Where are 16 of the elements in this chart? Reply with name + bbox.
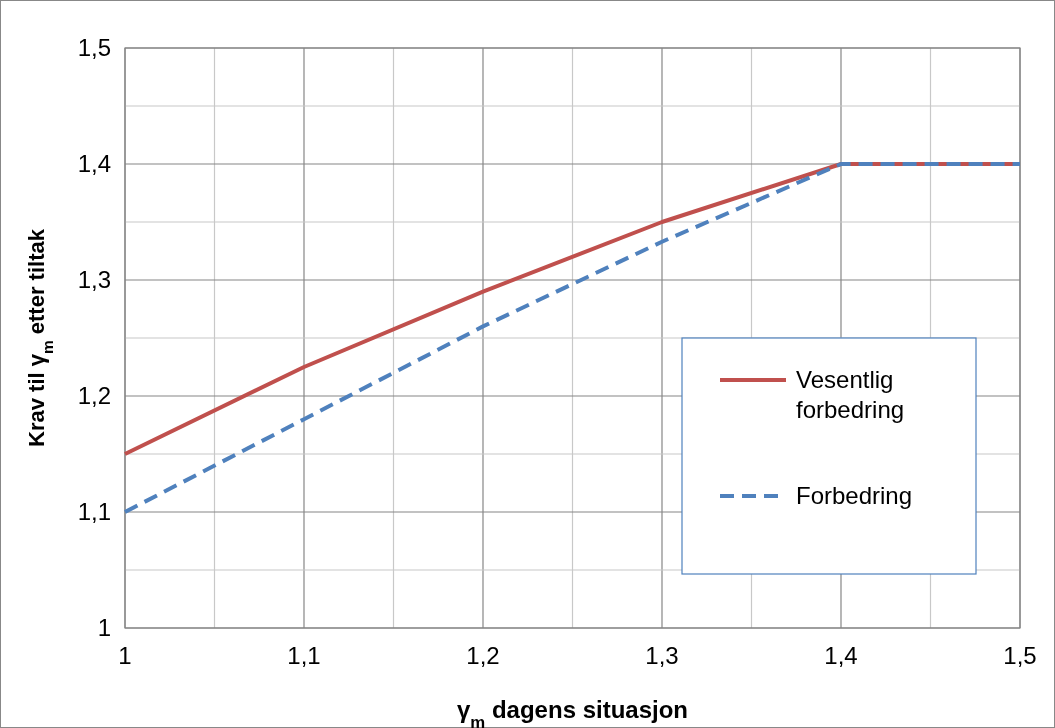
y-tick-label: 1,4 (77, 150, 111, 177)
y-tick-label: 1,3 (77, 266, 111, 293)
y-tick-label: 1,2 (77, 382, 111, 409)
x-tick-label: 1,4 (824, 642, 858, 669)
y-tick-label: 1 (97, 614, 111, 641)
x-tick-label: 1,3 (645, 642, 679, 669)
x-tick-label: 1 (118, 642, 132, 669)
y-tick-label: 1,1 (77, 498, 111, 525)
x-axis-title: γ$_{m}$ dagens situasjon (457, 696, 688, 728)
x-tick-label: 1,5 (1003, 642, 1037, 669)
legend-label: Forbedring (796, 482, 913, 509)
x-tick-label: 1,2 (466, 642, 500, 669)
x-tick-label: 1,1 (287, 642, 321, 669)
y-tick-label: 1,5 (77, 34, 111, 61)
line-series (123, 162, 1022, 514)
legend-label: Vesentlig forbedring (796, 366, 905, 423)
